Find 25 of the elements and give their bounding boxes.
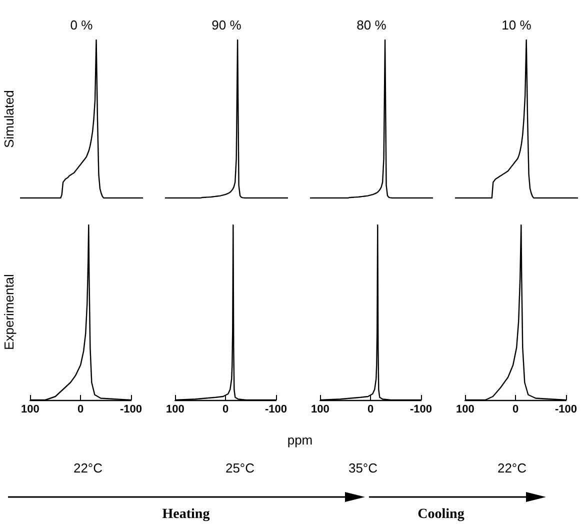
chart-title: 90 % [212,18,242,32]
chart-title: 0 % [70,18,93,32]
text: 22°C [73,460,103,476]
x-tick-label: 100 [310,404,330,416]
x-tick-label: 0 [222,404,229,416]
y-axis-title: Experimental [2,274,16,350]
text: Heating [162,507,210,523]
x-tick-label: 100 [166,404,184,416]
text: ppm [287,432,313,448]
x-tick-label: 0 [512,404,519,416]
text: 35°C [348,460,378,476]
x-tick-label: 100 [20,404,40,416]
x-tick-label: -100 [554,404,578,416]
text: 25°C [225,460,255,476]
text: 22°C [497,460,527,476]
x-tick-label: 0 [78,404,84,416]
x-tick-label: -100 [410,404,432,416]
chart-title: 80 % [356,18,386,32]
x-tick-label: -100 [120,404,142,416]
y-axis-title: Simulated [2,90,16,148]
chart-title: 10 % [502,18,532,32]
x-tick-label: 100 [456,404,474,416]
x-tick-label: 0 [368,404,374,416]
x-tick-label: -100 [264,404,288,416]
text: Cooling [418,507,464,523]
